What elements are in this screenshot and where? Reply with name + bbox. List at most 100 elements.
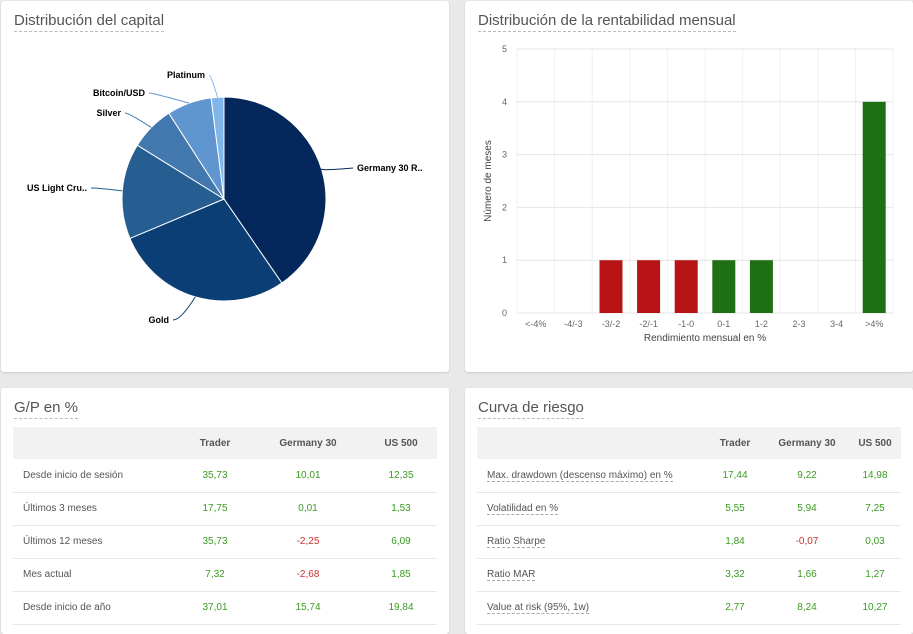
pie-slice-us-light-cru[interactable] [121,144,226,240]
pie-label: Gold [149,315,170,325]
us500-value: 0,03 [849,525,901,559]
pie-label: US Light Cru.. [27,183,87,193]
table-row: Max. drawdown (descenso máximo) en % 17,… [477,459,901,493]
x-tick-label: -4/-3 [564,319,583,329]
max-drawdown-label[interactable]: Max. drawdown (descenso máximo) en % [487,469,673,482]
germany30-value: 15,74 [251,591,365,625]
gp-header-us500: US 500 [384,437,418,449]
monthly-returns-title[interactable]: Distribución de la rentabilidad mensual [478,12,736,32]
table-row: Ratio MAR 3,32 1,66 1,27 [477,558,901,592]
bar-1_2[interactable] [749,260,773,313]
value-at-risk-label[interactable]: Value at risk (95%, 1w) [487,602,590,614]
germany30-value: -2,25 [251,525,365,559]
row-label: Mes actual [13,558,179,592]
table-row: Últimos 12 meses 35,73 -2,25 6,09 [13,525,437,559]
us500-value: 19,84 [365,591,437,625]
risk-header-trader: Trader [719,437,751,449]
bar-_2_1[interactable] [637,260,661,313]
gp-header-trader: Trader [199,437,231,449]
y-tick-label: 1 [502,255,507,265]
germany30-value: 9,22 [765,459,849,493]
row-label: Últimos 12 meses [13,525,179,559]
us500-value: 10,27 [849,591,901,625]
x-tick-label: 0-1 [717,319,730,329]
y-tick-label: 0 [502,308,507,318]
trader-value: 1,84 [705,525,765,559]
gp-table-header: Trader Germany 30 US 500 [13,427,437,459]
trader-value: 37,01 [179,591,251,625]
us500-value: 12,35 [365,459,437,493]
gp-table: Trader Germany 30 US 500 Desde inicio de… [13,427,437,625]
pie-connector [208,74,219,98]
germany30-value: -2,68 [251,558,365,592]
capital-distribution-card: Distribución del capital Germany 30 R.. G… [1,1,449,372]
germany30-value: -0,07 [765,525,849,559]
pie-label: Silver [96,108,121,118]
row-label: Desde inicio de año [13,591,179,625]
x-tick-label: >4% [865,319,883,329]
us500-value: 1,53 [365,492,437,526]
y-axis-title: Número de meses [483,140,494,222]
pie-label: Bitcoin/USD [93,88,146,98]
volatility-label[interactable]: Volatilidad en % [487,503,559,515]
risk-header-us500: US 500 [858,437,892,449]
monthly-returns-bar-chart: 0 1 2 3 4 5 <-4% -4/-3 -3/-2 -2/-1 -1-0 0-1 1-2 2-3 3-… [483,44,894,344]
pie-connector [148,92,190,104]
trader-value: 7,32 [179,558,251,592]
mar-ratio-label[interactable]: Ratio MAR [487,569,536,581]
gp-header-germany30: Germany 30 [279,437,337,449]
risk-table-header: Trader Germany 30 US 500 [477,427,901,459]
x-tick-label: -2/-1 [639,319,658,329]
us500-value: 14,98 [849,459,901,493]
x-tick-label: 3-4 [830,319,843,329]
pie-connector [172,296,196,321]
gp-title[interactable]: G/P en % [14,399,78,419]
x-tick-label: <-4% [525,319,546,329]
row-label: Desde inicio de sesión [13,459,179,493]
table-row: Desde inicio de año 37,01 15,74 19,84 [13,591,437,625]
x-tick-label: -3/-2 [602,319,621,329]
y-tick-label: 4 [502,97,507,107]
pie-connector [320,167,354,171]
us500-value: 1,85 [365,558,437,592]
x-axis-title: Rendimiento mensual en % [644,333,766,344]
gp-header-label [13,427,179,459]
y-tick-label: 5 [502,44,507,54]
bar-_1_0[interactable] [674,260,698,313]
germany30-value: 0,01 [251,492,365,526]
row-label: Últimos 3 meses [13,492,179,526]
monthly-returns-card: Distribución de la rentabilidad mensual … [465,1,913,372]
capital-pie-chart: Germany 30 R.. Gold US Light Cru.. Silver Bi… [27,70,423,325]
risk-curve-title[interactable]: Curva de riesgo [478,399,584,419]
risk-header-label [477,427,705,459]
germany30-value: 8,24 [765,591,849,625]
pie-slice-platinum[interactable] [210,96,225,200]
us500-value: 7,25 [849,492,901,526]
pie-connector [124,112,152,128]
pie-label: Platinum [167,70,205,80]
x-tick-label: -1-0 [678,319,694,329]
bar-_4_[interactable] [862,101,886,313]
germany30-value: 1,66 [765,558,849,592]
germany30-value: 5,94 [765,492,849,526]
table-row: Últimos 3 meses 17,75 0,01 1,53 [13,492,437,526]
pie-label: Germany 30 R.. [357,163,423,173]
trader-value: 17,44 [705,459,765,493]
trader-value: 3,32 [705,558,765,592]
trader-value: 35,73 [179,459,251,493]
trader-value: 35,73 [179,525,251,559]
sharpe-ratio-label[interactable]: Ratio Sharpe [487,536,546,548]
pie-slice-gold[interactable] [129,198,283,302]
risk-curve-card: Curva de riesgo Trader Germany 30 US 500… [465,388,913,634]
bar-0_1[interactable] [712,260,736,313]
trader-value: 17,75 [179,492,251,526]
table-row: Desde inicio de sesión 35,73 10,01 12,35 [13,459,437,493]
risk-header-germany30: Germany 30 [778,437,836,449]
pie-connector [90,187,123,192]
bar-_3_2[interactable] [599,260,623,313]
table-row: Mes actual 7,32 -2,68 1,85 [13,558,437,592]
trader-value: 2,77 [705,591,765,625]
x-tick-label: 1-2 [755,319,768,329]
table-row: Volatilidad en % 5,55 5,94 7,25 [477,492,901,526]
capital-distribution-title[interactable]: Distribución del capital [14,12,165,32]
